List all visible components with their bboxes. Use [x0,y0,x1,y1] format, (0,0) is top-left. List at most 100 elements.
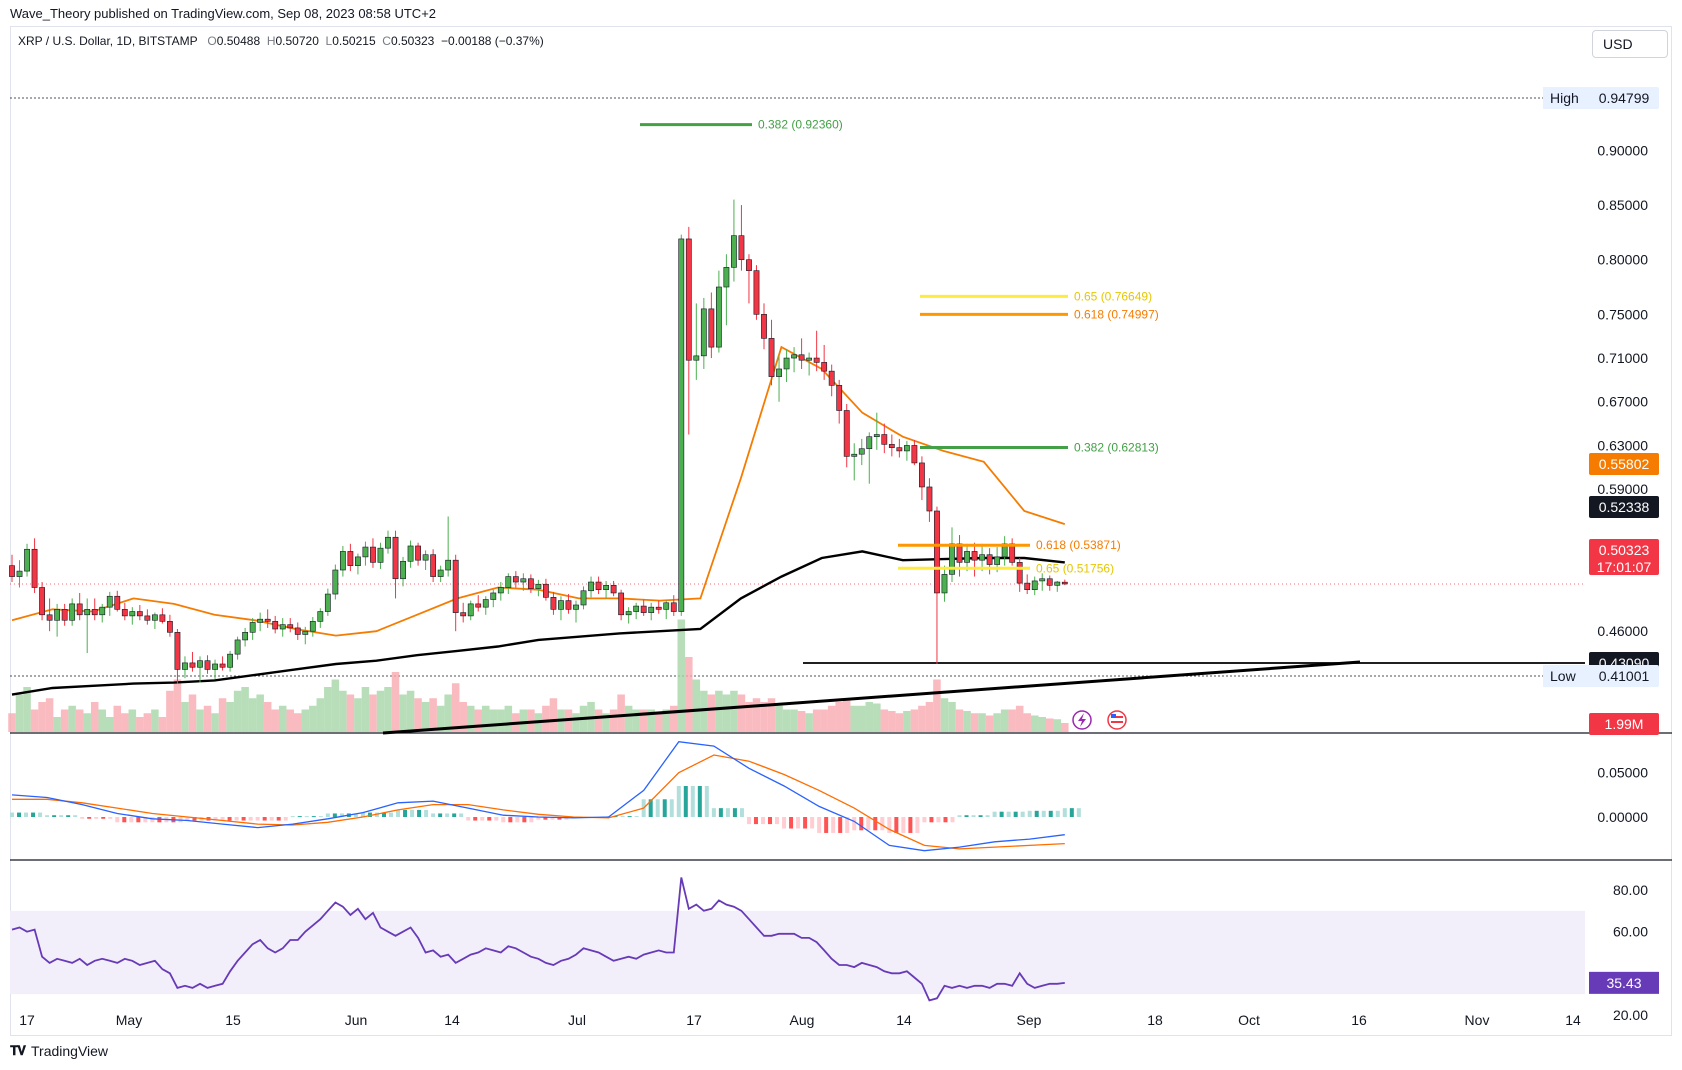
candle-body [422,554,429,561]
volume-bar [624,705,633,732]
macd-histogram-bar [290,816,295,818]
volume-bar [745,702,753,732]
candle-body [272,621,279,630]
candle-body [445,559,452,571]
candle [723,254,730,326]
candle-body [415,545,421,561]
candle [279,618,286,637]
chart-icons [1072,710,1127,730]
candle [565,594,572,614]
volume-bar [1046,718,1054,732]
candle [1009,538,1016,566]
candle-body [61,609,68,621]
candle-body [543,583,549,598]
candle-body [670,602,677,612]
candle-body [1046,578,1053,586]
candle-body [9,565,15,577]
candle [911,439,918,466]
candle [843,403,850,468]
macd-histogram-bar [101,817,106,819]
legend-close: 0.50323 [390,34,435,48]
volume-bar [121,713,129,732]
macd-histogram-bar [1048,810,1053,817]
macd-histogram-bar [115,817,120,823]
macd-histogram-bar [508,817,513,823]
volume-bar [196,709,204,732]
volume-bar [309,705,317,732]
candle-body [738,235,745,261]
candle-body [302,630,309,635]
volume-bar [715,690,723,732]
macd-histogram-bar [248,817,253,821]
flag-stripe [1111,716,1123,718]
candle [588,576,594,598]
candle [407,540,414,568]
candle [219,656,226,671]
candle [896,438,903,458]
candle-body [527,578,534,589]
candle-body [1054,581,1061,586]
candle-body [324,593,331,612]
macd-histogram-bar [852,817,857,831]
candle-body [806,357,813,361]
volume-bar [151,709,159,732]
time-tick-label: 15 [225,1012,241,1028]
volume-bar [384,687,392,732]
us-flag-icon[interactable] [1107,710,1127,730]
indicator-lines [11,345,1585,1002]
macd-histogram-bar [431,813,436,817]
volume-bar [316,698,325,732]
candle-body [648,606,655,613]
candle-body [482,599,489,608]
volume-bar [158,717,167,732]
footer-brand-text: TradingView [31,1043,109,1059]
macd-histogram-bar [957,815,962,817]
candle-body [1016,562,1023,584]
candle [708,292,715,359]
macd-line [11,741,1065,852]
macd-histogram-bar [669,799,674,817]
macd-signal-line [12,754,1065,850]
volume-bar [414,698,422,732]
candle-body [430,554,437,577]
volume-bar [910,709,919,732]
volume-bar [1015,705,1024,732]
candle-body [964,551,970,563]
macd-tick-label: 0.00000 [1597,809,1648,825]
candle [24,543,30,577]
macd-histogram-bar [339,813,344,817]
macd-histogram-bar [234,817,239,821]
macd-histogram-bar [297,816,302,818]
candle [543,578,549,601]
candle-body [264,618,271,622]
price-marker-ema200: 0.52338 [1589,496,1659,518]
volume-bar [241,687,249,732]
candle-body [746,259,752,271]
volume-bar [707,694,716,732]
volume-bar [203,705,212,732]
volume-bar [256,694,264,732]
time-tick-label: 18 [1147,1012,1163,1028]
candle [873,412,880,450]
volume-bar [933,679,941,732]
macd-histogram-bar [543,817,548,820]
candle [888,434,895,457]
lightning-icon[interactable] [1072,710,1092,730]
candle-body [54,609,61,621]
candle [54,603,61,637]
volume-bar [519,709,528,732]
volume-bar [993,713,1001,732]
price-marker-bg [1589,713,1659,735]
candle [768,319,775,386]
fib-level-label: 0.382 (0.62813) [1074,440,1159,454]
candle-body [941,574,948,594]
candle [167,614,173,637]
currency-button[interactable]: USD [1592,30,1668,58]
macd-histogram-bar [466,817,471,821]
macd-histogram-bar [817,817,822,833]
candle [347,543,354,572]
candle [941,565,948,602]
macd-histogram-bar [831,817,836,833]
